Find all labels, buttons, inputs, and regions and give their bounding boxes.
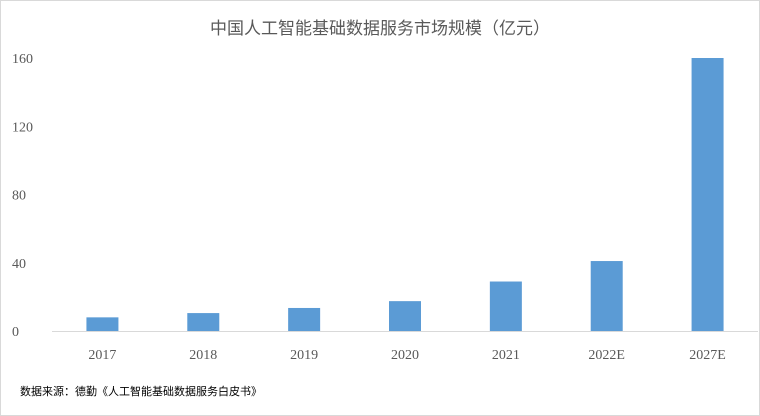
source-note: 数据来源：德勤《人工智能基础数据服务白皮书》 bbox=[20, 385, 262, 398]
bar bbox=[86, 317, 119, 331]
chart-title: 中国人工智能基础数据服务市场规模（亿元） bbox=[210, 19, 550, 39]
x-tick-label: 2019 bbox=[290, 348, 318, 363]
y-tick-label: 0 bbox=[12, 325, 19, 340]
y-tick-label: 80 bbox=[12, 189, 26, 204]
x-tick-label: 2021 bbox=[492, 348, 520, 363]
x-tick-label: 2027E bbox=[689, 348, 726, 363]
y-tick-label: 40 bbox=[12, 257, 26, 272]
x-tick-label: 2017 bbox=[88, 348, 116, 363]
bar bbox=[288, 307, 321, 331]
x-tick-label: 2020 bbox=[391, 348, 419, 363]
x-tick-label: 2018 bbox=[189, 348, 217, 363]
y-tick-label: 120 bbox=[12, 120, 33, 135]
bar bbox=[187, 313, 220, 331]
bar bbox=[489, 281, 522, 331]
bar bbox=[389, 301, 421, 331]
bar bbox=[691, 58, 724, 331]
y-tick-label: 160 bbox=[12, 52, 33, 67]
bar bbox=[590, 261, 623, 331]
x-tick-label: 2022E bbox=[588, 348, 625, 363]
